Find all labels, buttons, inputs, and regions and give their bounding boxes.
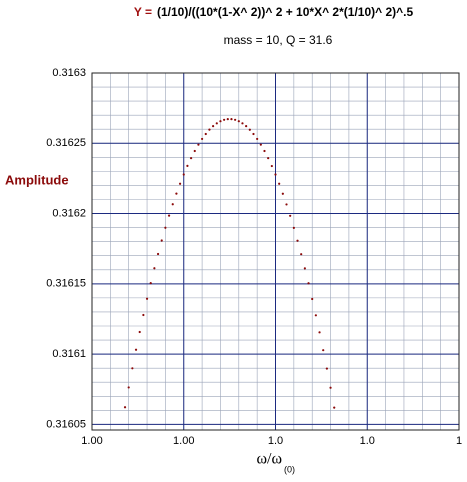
point <box>212 125 215 128</box>
point <box>248 128 251 131</box>
point <box>303 267 306 270</box>
point <box>245 125 248 128</box>
point <box>171 203 174 206</box>
point <box>167 214 171 217</box>
point <box>223 118 226 121</box>
point <box>296 239 299 242</box>
x-axis-label: ω/ω <box>256 451 282 468</box>
point <box>189 157 193 160</box>
y-tick-label: 0.31605 <box>46 418 86 430</box>
point <box>285 203 288 206</box>
point <box>289 214 292 217</box>
point <box>145 297 149 300</box>
point <box>318 331 321 334</box>
point <box>123 406 127 409</box>
y-tick-label: 0.31615 <box>46 278 86 290</box>
point <box>138 330 141 334</box>
point <box>186 164 189 168</box>
point <box>160 239 163 242</box>
point <box>333 406 336 409</box>
point <box>175 192 178 195</box>
point <box>252 132 255 136</box>
y-axis-label: Amplitude <box>5 172 69 187</box>
point <box>134 348 138 351</box>
point <box>325 367 328 370</box>
point <box>322 349 325 352</box>
y-tick-label: 0.31625 <box>46 137 86 149</box>
point <box>256 137 259 141</box>
point <box>193 149 196 153</box>
point <box>329 386 332 389</box>
point <box>237 120 240 123</box>
point <box>281 192 284 195</box>
y-tick-label: 0.3162 <box>52 207 86 219</box>
point <box>182 173 185 176</box>
chart-title-lhs: Y = <box>134 5 152 19</box>
point <box>204 132 207 136</box>
point <box>226 118 229 121</box>
point <box>270 164 273 168</box>
point <box>149 282 152 285</box>
point <box>259 143 262 146</box>
x-tick-label: 1.0 <box>360 435 375 447</box>
x-tick-label: 1 <box>456 435 462 447</box>
point <box>234 118 237 121</box>
chart-title: (1/10)/((10*(1-X^ 2))^ 2 + 10*X^ 2*(1/10… <box>157 5 413 19</box>
point <box>131 367 134 370</box>
point <box>292 226 295 229</box>
point <box>156 252 160 256</box>
point <box>127 386 130 389</box>
point <box>164 226 167 229</box>
point <box>274 173 277 176</box>
plot-frame <box>91 72 460 431</box>
point <box>267 157 270 160</box>
y-tick-label: 0.3163 <box>52 67 86 79</box>
point <box>307 282 310 285</box>
point <box>178 182 182 185</box>
point <box>215 122 218 125</box>
x-axis-label-sub: (0) <box>284 464 295 474</box>
point <box>314 314 317 317</box>
x-tick-label: 1.00 <box>81 435 102 447</box>
point <box>278 182 281 185</box>
point <box>201 137 204 141</box>
point <box>208 128 211 131</box>
point <box>241 122 244 125</box>
y-tick-label: 0.3161 <box>52 348 86 360</box>
x-tick-label: 1.00 <box>173 435 194 447</box>
point <box>142 313 145 317</box>
point <box>300 253 303 256</box>
point <box>263 149 266 153</box>
point <box>153 267 156 270</box>
x-tick-label: 1.0 <box>268 435 283 447</box>
chart-subtitle: mass = 10, Q = 31.6 <box>224 33 333 47</box>
point <box>219 120 222 123</box>
point <box>230 118 233 121</box>
point <box>311 297 314 301</box>
point <box>197 143 200 146</box>
